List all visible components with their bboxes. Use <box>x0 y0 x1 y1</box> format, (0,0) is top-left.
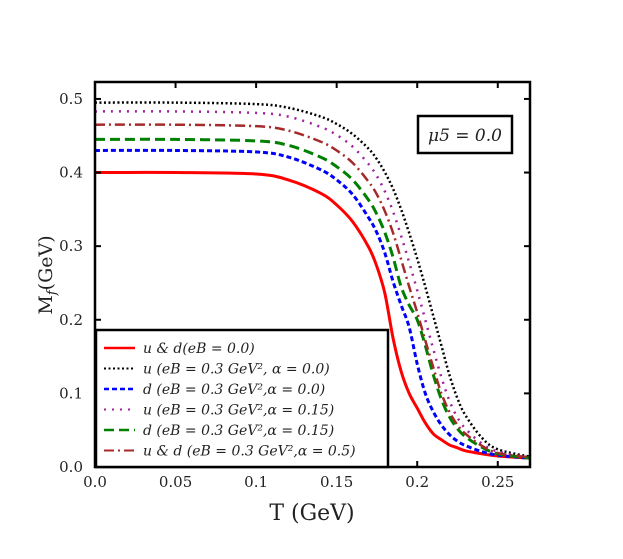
legend-box <box>94 328 390 469</box>
series-line-3 <box>94 110 531 459</box>
x-tick-label: 0.05 <box>159 473 192 491</box>
legend-label-3: u (eB = 0.3 GeV²,α = 0.15) <box>143 403 334 419</box>
y-tick-label: 0.3 <box>59 237 83 255</box>
x-tick-label: 0.0 <box>83 473 107 491</box>
annotation-box <box>416 114 514 155</box>
legend: u & d(eB = 0.0) u (eB = 0.3 GeV², α = 0.0… <box>94 328 390 469</box>
y-axis-label: Mf(GeV) <box>35 235 60 314</box>
mu5-annotation: μ5 = 0.0 <box>428 126 502 146</box>
series-line-4 <box>94 137 531 460</box>
y-tick-label: 0.4 <box>59 164 83 182</box>
ticks: 0.0 0.05 0.1 0.15 0.2 0.25 0.0 0.1 0.2 0.3 0.4 0.5 <box>59 82 530 491</box>
x-axis-label: T (GeV) <box>269 501 354 526</box>
legend-label-4: d (eB = 0.3 GeV²,α = 0.15) <box>143 423 334 439</box>
legend-label-2: d (eB = 0.3 GeV²,α = 0.0) <box>143 382 325 398</box>
x-tick-label: 0.2 <box>405 473 429 491</box>
legend-label-1: u (eB = 0.3 GeV², α = 0.0) <box>143 362 330 378</box>
x-tick-label: 0.15 <box>320 473 353 491</box>
curves <box>94 101 531 460</box>
x-tick-label: 0.25 <box>481 473 514 491</box>
x-tick-label: 0.1 <box>244 473 268 491</box>
series-line-5 <box>94 123 531 459</box>
series-line-0 <box>94 170 531 460</box>
legend-label-5: u & d (eB = 0.3 GeV²,α = 0.5) <box>143 444 356 460</box>
series-line-2 <box>94 148 531 460</box>
y-tick-label: 0.0 <box>59 458 83 476</box>
y-tick-label: 0.2 <box>59 311 83 329</box>
y-tick-label: 0.1 <box>59 384 83 402</box>
legend-label-0: u & d(eB = 0.0) <box>143 341 255 357</box>
y-tick-label: 0.5 <box>59 90 83 108</box>
